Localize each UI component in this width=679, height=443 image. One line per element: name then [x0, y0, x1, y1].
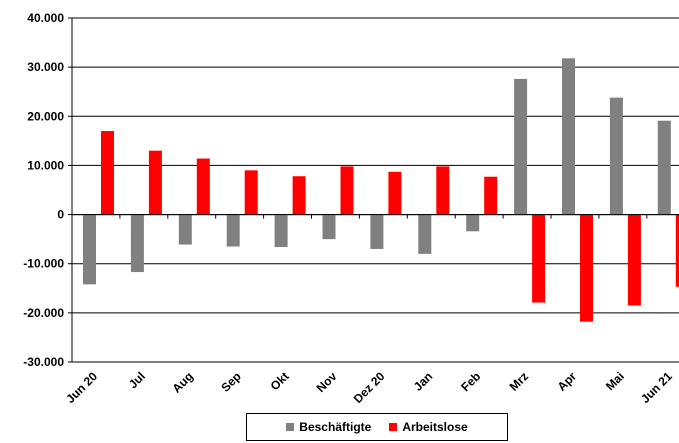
- x-tick-label: Aug: [169, 369, 195, 395]
- bar-arbeitslose-4: [292, 176, 306, 215]
- bar-beschaeftigte-10: [562, 58, 575, 215]
- bar-arbeitslose-11: [627, 214, 641, 306]
- y-tick-label: -10.000: [23, 257, 64, 271]
- bar-beschaeftigte-11: [609, 97, 623, 215]
- bar-beschaeftigte-7: [418, 214, 432, 254]
- bar-arbeitslose-2: [196, 158, 210, 215]
- y-tick-label: -20.000: [23, 306, 64, 320]
- x-tick-label: Jan: [411, 369, 436, 394]
- bar-arbeitslose-8: [484, 176, 498, 215]
- legend-item-arbeitslose: Arbeitslose: [389, 420, 468, 434]
- bar-beschaeftigte-1: [130, 214, 144, 273]
- x-tick-label: Dez 20: [351, 369, 388, 406]
- bar-beschaeftigte-5: [322, 214, 336, 240]
- x-tick-label: Jun 21: [638, 369, 675, 406]
- bar-beschaeftigte-2: [178, 214, 192, 245]
- bar-arbeitslose-1: [148, 150, 162, 215]
- bar-arbeitslose-6: [388, 171, 402, 215]
- y-tick-label: 20.000: [27, 109, 64, 123]
- y-tick-label: 10.000: [27, 158, 64, 172]
- bar-arbeitslose-7: [436, 166, 450, 215]
- x-tick-label: Mai: [603, 369, 627, 393]
- bar-arbeitslose-3: [244, 170, 258, 215]
- y-tick-label: 40.000: [27, 11, 64, 25]
- bar-beschaeftigte-8: [466, 214, 480, 232]
- x-tick-label: Okt: [268, 369, 292, 393]
- bar-beschaeftigte-12: [657, 120, 671, 215]
- bar-beschaeftigte-9: [514, 78, 528, 215]
- legend-label-arbeitslose: Arbeitslose: [402, 420, 468, 434]
- x-tick-label: Sep: [218, 369, 243, 394]
- legend-swatch-beschaeftigte: [286, 423, 295, 431]
- bar-beschaeftigte-0: [83, 214, 96, 285]
- bar-arbeitslose-5: [340, 166, 354, 215]
- y-tick-label: 30.000: [27, 60, 64, 74]
- bar-beschaeftigte-4: [274, 214, 288, 248]
- bar-beschaeftigte-3: [226, 214, 240, 247]
- bar-arbeitslose-10: [580, 214, 593, 322]
- x-tick-label: Mrz: [507, 369, 532, 394]
- y-axis: 40.000 30.000 20.000 10.000 0 -10.000 -20.000 -…: [23, 11, 73, 369]
- x-tick-label: Jul: [126, 369, 148, 391]
- bar-arbeitslose-0: [101, 131, 114, 215]
- bar-arbeitslose-12: [675, 214, 679, 287]
- bar-arbeitslose-9: [532, 214, 546, 303]
- legend: Beschäftigte Arbeitslose: [246, 413, 508, 441]
- legend-swatch-arbeitslose: [389, 423, 398, 431]
- x-tick-label: Feb: [458, 369, 483, 394]
- y-tick-label: 0: [57, 208, 64, 222]
- legend-item-beschaeftigte: Beschäftigte: [286, 420, 371, 434]
- x-tick-label: Nov: [314, 369, 340, 395]
- y-tick-label: -30.000: [23, 355, 64, 369]
- bars: [83, 58, 679, 322]
- x-tick-label: Jun 20: [63, 369, 100, 406]
- legend-label-beschaeftigte: Beschäftigte: [299, 420, 372, 434]
- x-tick-label: Apr: [555, 369, 580, 394]
- bar-beschaeftigte-6: [370, 214, 384, 249]
